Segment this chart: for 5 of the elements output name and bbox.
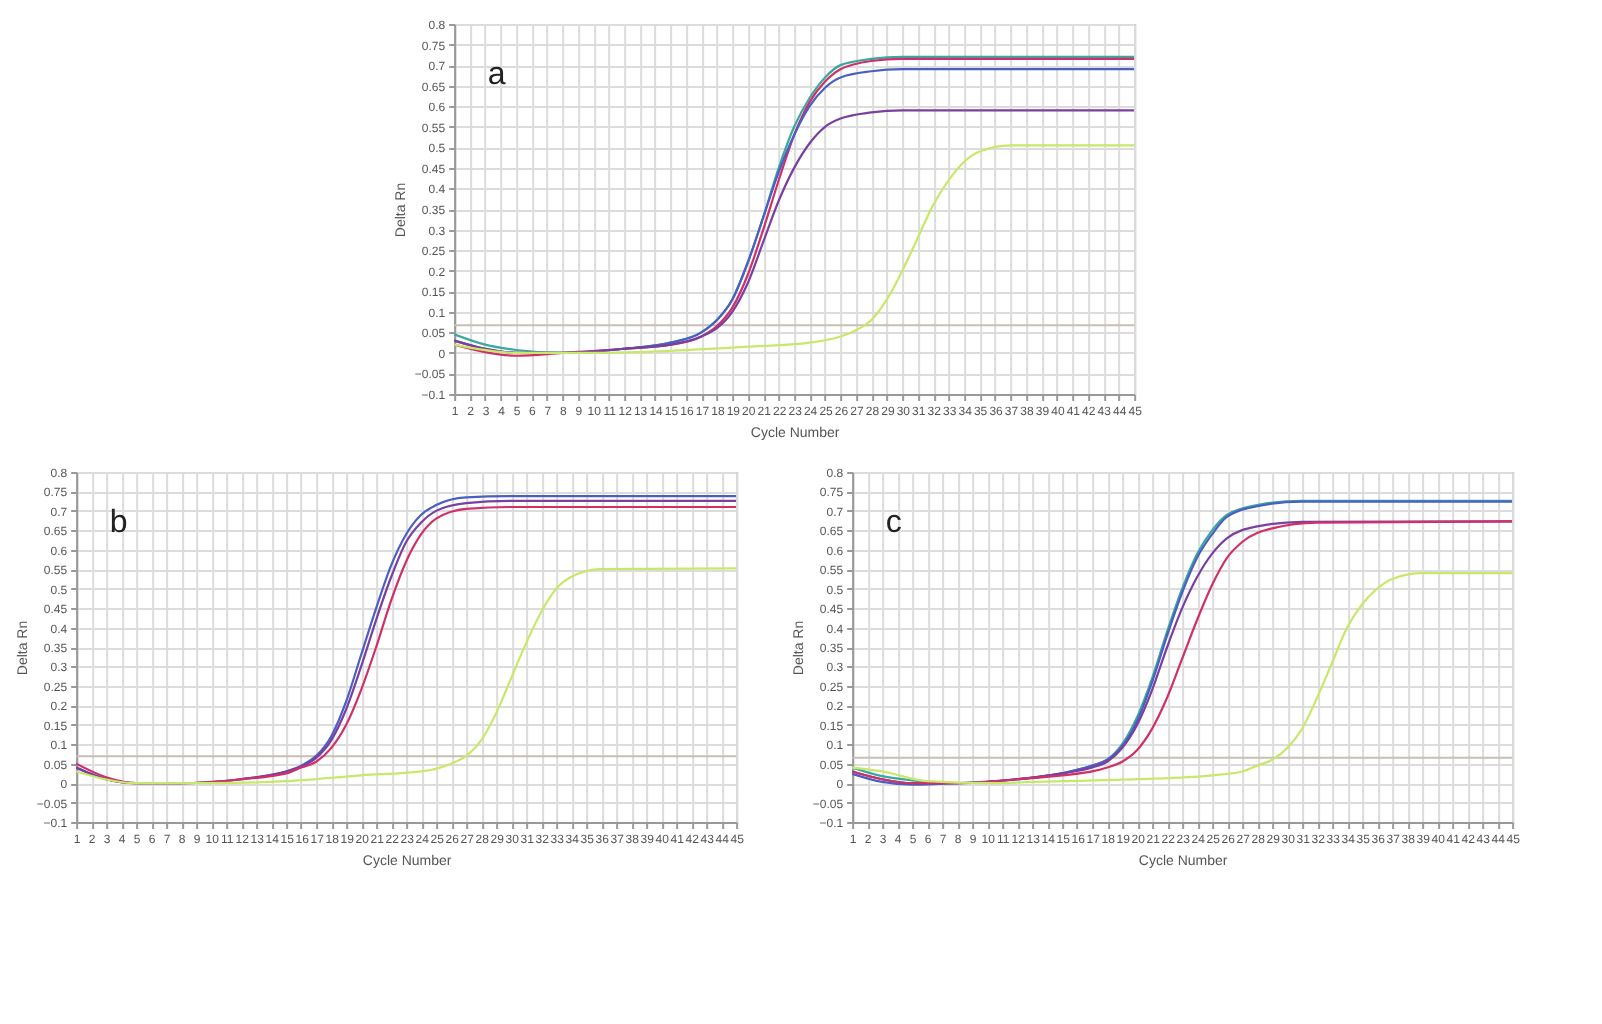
line-series xyxy=(76,567,737,785)
line-series xyxy=(852,572,1513,785)
text: a xyxy=(487,58,506,92)
text: b xyxy=(109,506,128,540)
text: c xyxy=(885,506,902,540)
